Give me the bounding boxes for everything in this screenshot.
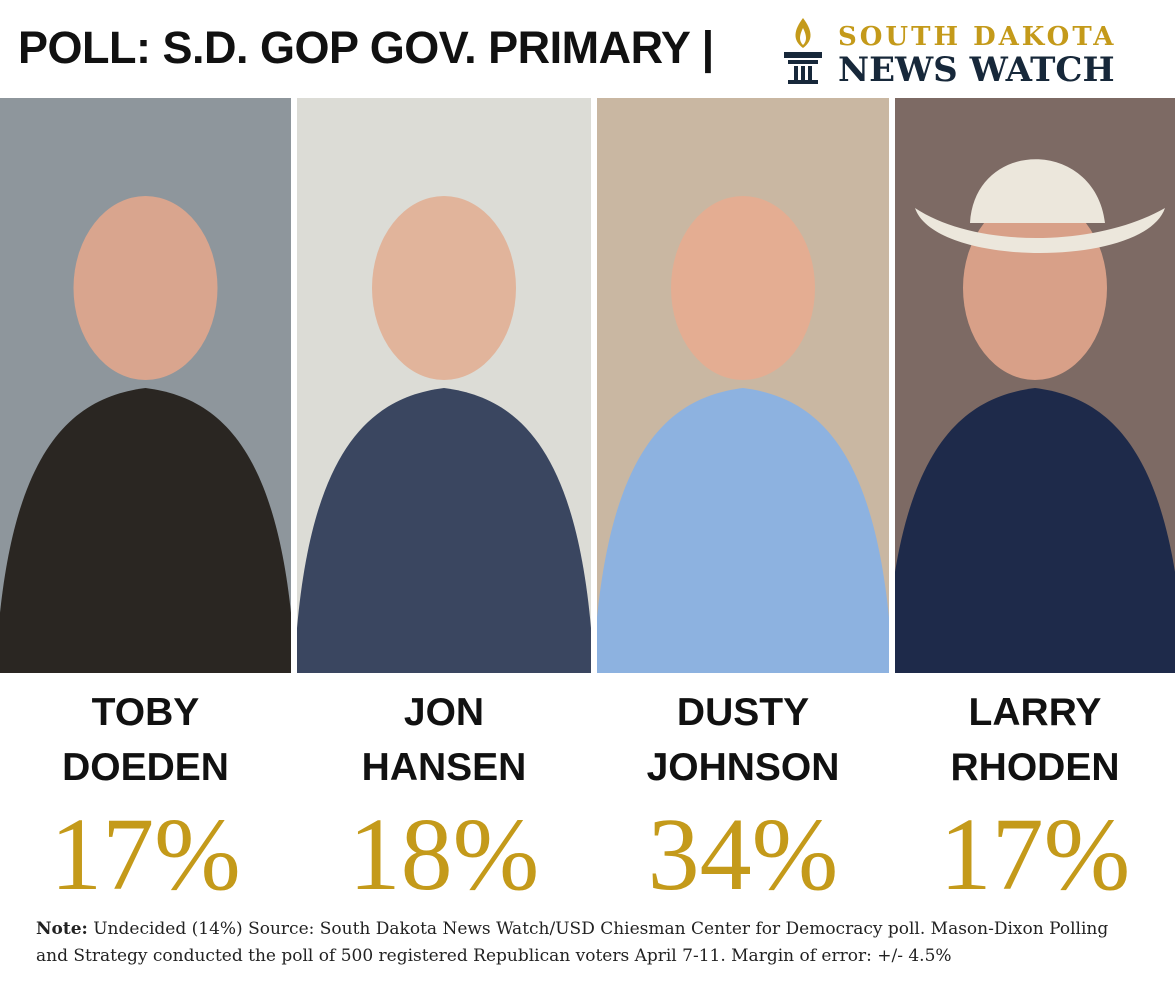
candidate-percent: 17% [50,797,241,912]
candidate-photo [0,98,291,673]
candidate-last-name: DOEDEN [62,746,229,789]
candidate-name: DUSTY JOHNSON [597,685,889,795]
candidate-percent: 17% [939,797,1131,912]
photo-head [963,196,1107,380]
candidate-first-name: TOBY [91,691,200,734]
candidate-percent: 34% [647,797,839,912]
title: POLL: S.D. GOP GOV. PRIMARY | [18,22,714,73]
note-label: Note: [36,919,88,939]
candidate-first-name: DUSTY [676,691,810,734]
note: Note: Undecided (14%) Source: South Dako… [36,916,1136,970]
candidate-first-name: JON [403,691,485,734]
candidate-photo [297,98,591,673]
candidate-photo [895,98,1175,673]
candidate-percent: 18% [348,797,540,912]
photo-body [895,388,1175,673]
candidate-first-name: LARRY [968,691,1102,734]
candidate-photo [597,98,889,673]
candidate-last-name: JOHNSON [646,746,840,789]
logo-text: NEWS WATCH [838,50,1115,90]
candidate-name: TOBY DOEDEN [0,685,291,795]
note-text: Undecided (14%) Source: South Dakota New… [36,919,1109,966]
candidate-last-name: HANSEN [361,746,527,789]
photo-head [671,196,815,380]
photo-body [597,388,889,673]
candidate-last-name: RHODEN [950,746,1120,789]
photo-hat [915,159,1165,253]
logo-text: SOUTH DAKOTA [838,22,1117,52]
photo-head [73,196,218,380]
candidate-name: LARRY RHODEN [895,685,1175,795]
photo-head [372,196,516,380]
candidate-name: JON HANSEN [297,685,591,795]
photo-body [0,388,291,673]
logo-icon [784,18,822,84]
photo-body [297,388,591,673]
